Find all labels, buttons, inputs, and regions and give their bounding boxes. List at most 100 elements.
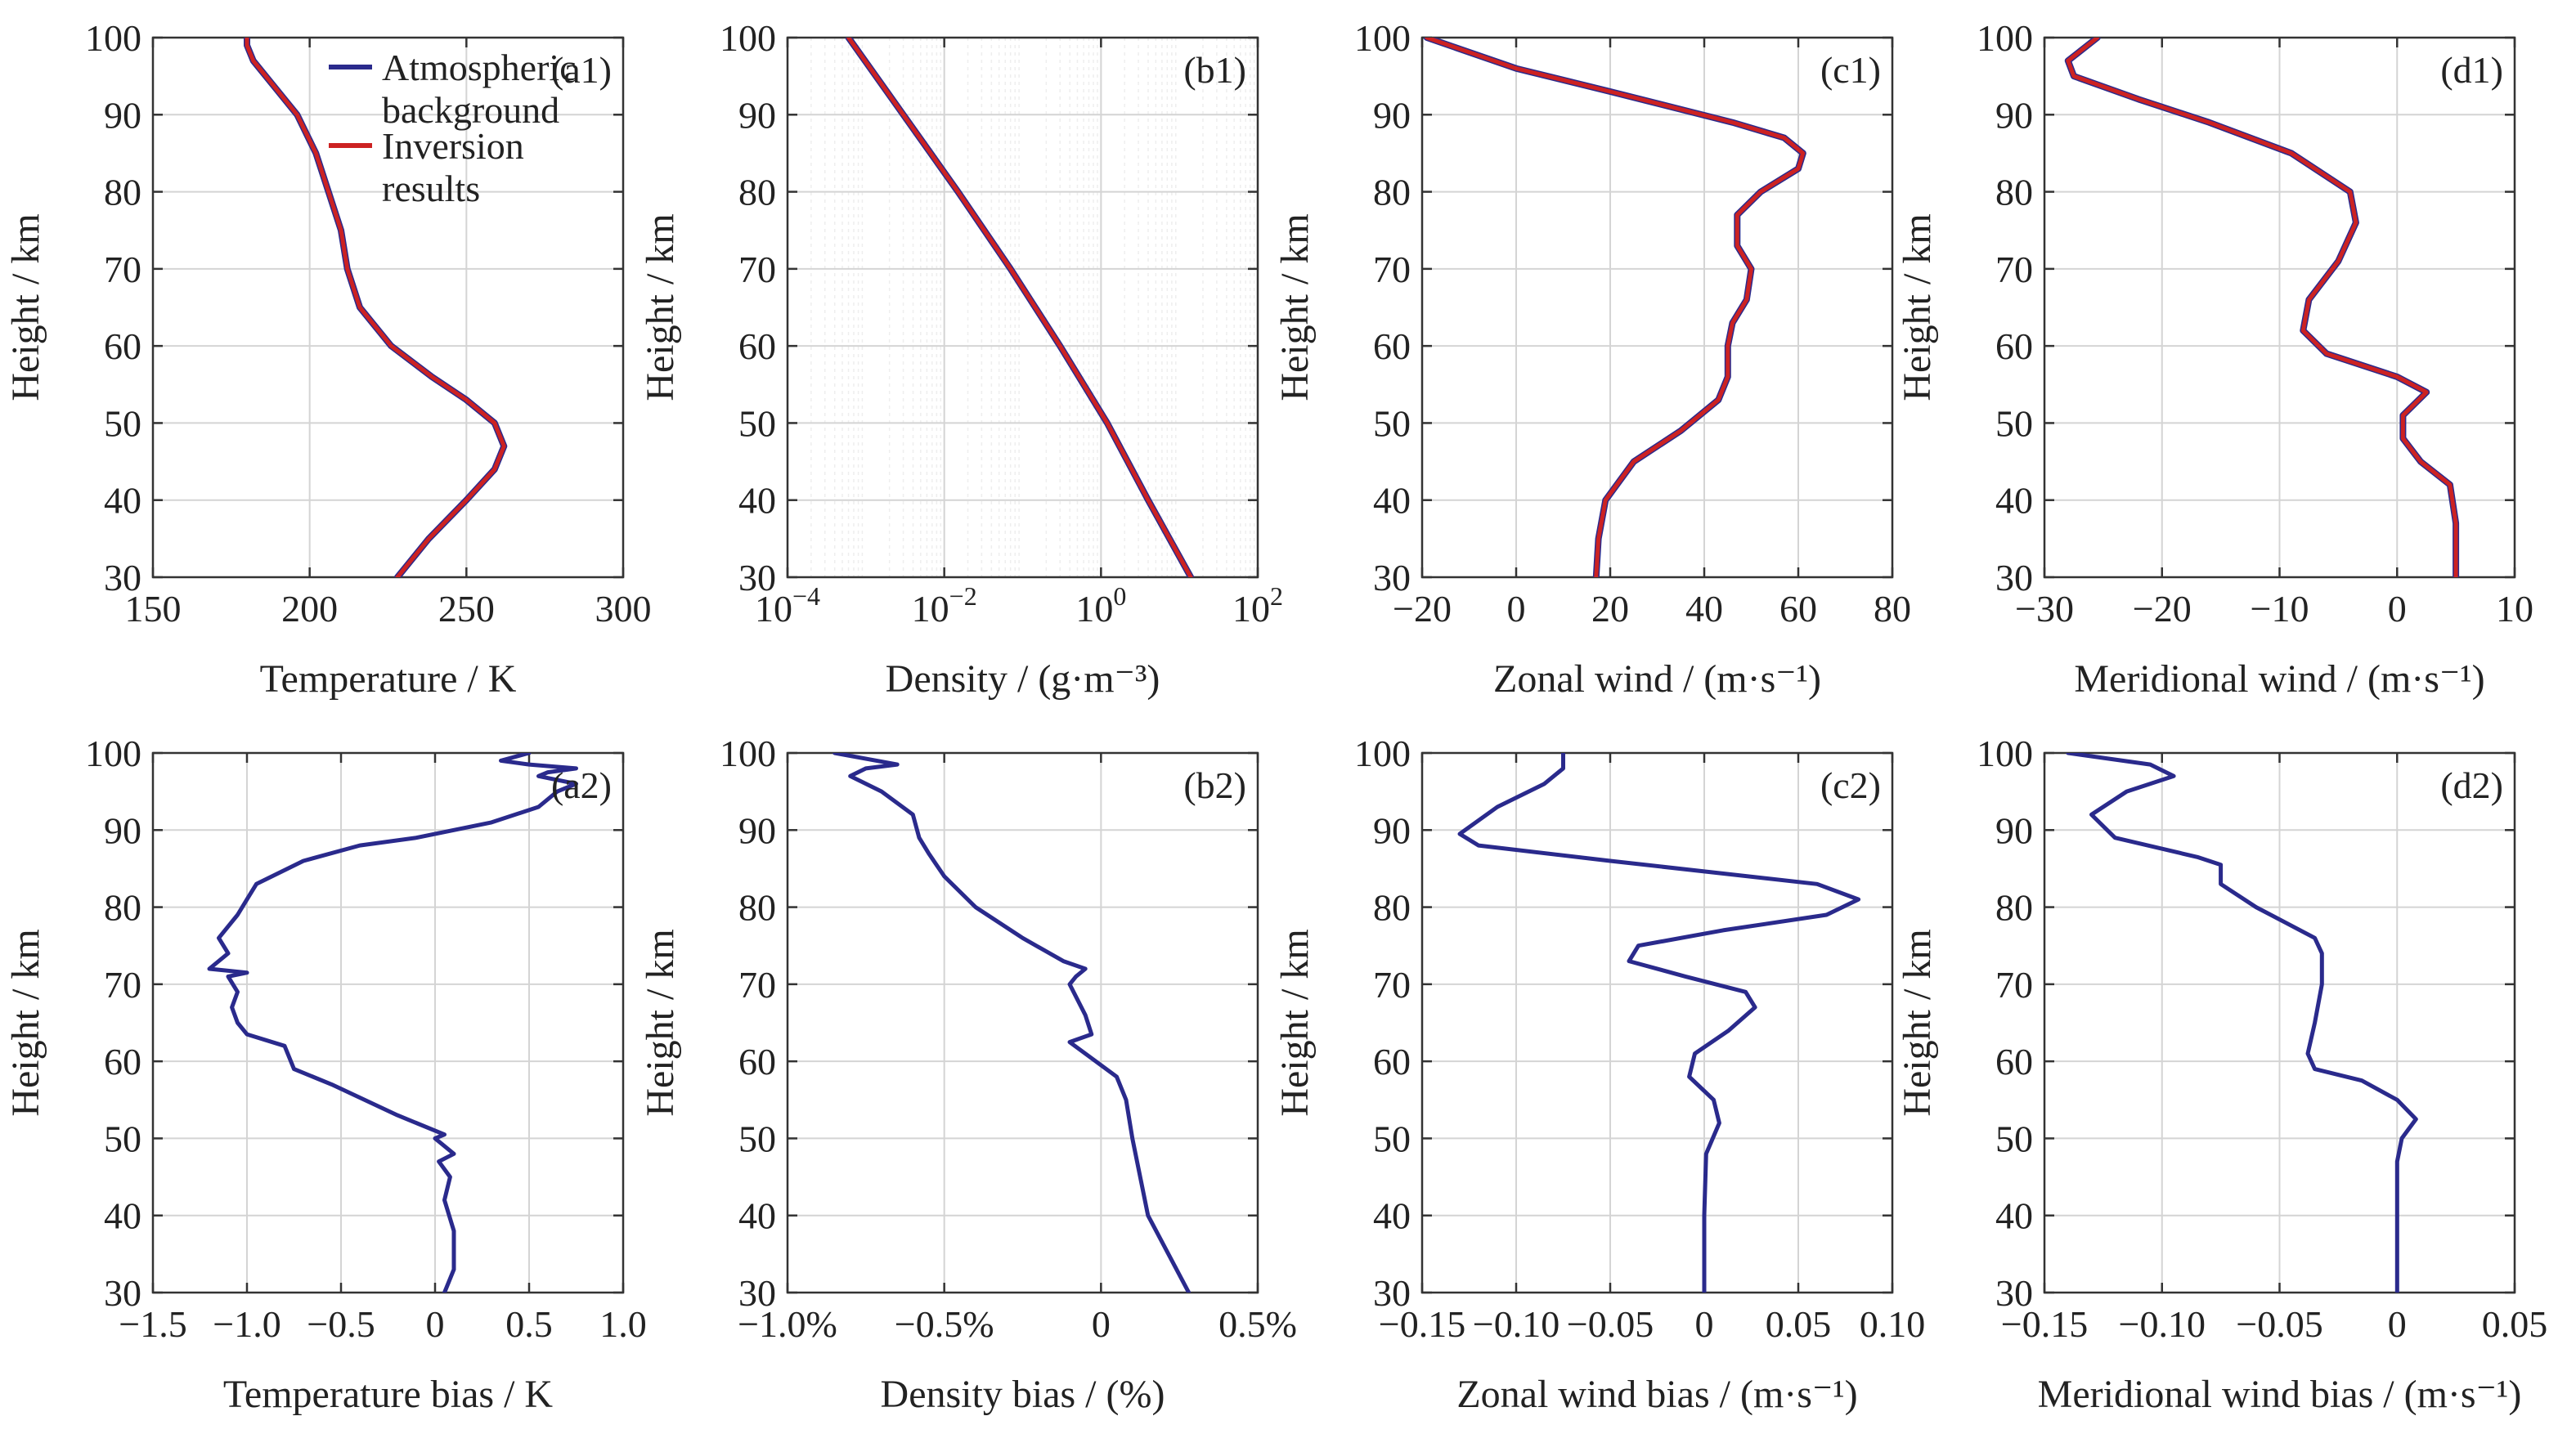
x-tick-label: 0 xyxy=(2388,1303,2407,1345)
x-tick-label: −0.10 xyxy=(2119,1303,2206,1345)
y-tick-label: 60 xyxy=(1995,325,2033,367)
y-tick-label: 90 xyxy=(738,94,776,136)
x-tick-label: 0.10 xyxy=(1860,1303,1926,1345)
y-axis-label: Height / km xyxy=(4,929,47,1116)
y-tick-label: 100 xyxy=(85,733,141,774)
y-tick-label: 60 xyxy=(104,1041,141,1082)
panel-a1: 150 200 250 300 30 40 50 60 70 80 90 100 Temperature… xyxy=(4,17,652,701)
x-axis-label: Temperature bias / K xyxy=(223,1373,553,1416)
panel-c2: −0.15 −0.10 −0.05 0 0.05 0.10 30 40 50 60 70 80 90 10… xyxy=(1273,733,1925,1416)
panel-d1: −30 −20 −10 0 10 30 40 50 60 70 80 90 100 Meridional … xyxy=(1896,17,2533,701)
x-tick-label: −1.0% xyxy=(738,1303,837,1345)
y-tick-label: 60 xyxy=(1373,1041,1411,1082)
x-tick-label: 0.5 xyxy=(505,1303,553,1345)
x-tick-label: 0.5% xyxy=(1218,1303,1297,1345)
y-tick-label: 50 xyxy=(738,1118,776,1159)
y-tick-label: 60 xyxy=(1373,325,1411,367)
y-tick-label: 60 xyxy=(738,325,776,367)
x-tick-label: −20 xyxy=(2133,588,2192,630)
legend-label: Atmospheric xyxy=(382,47,577,88)
panel-tag: (d1) xyxy=(2440,49,2503,91)
series-line-bias xyxy=(1457,753,1861,1293)
y-tick-label: 40 xyxy=(1373,480,1411,522)
y-tick-label: 60 xyxy=(738,1041,776,1082)
x-axis-label: Temperature / K xyxy=(260,657,517,701)
y-tick-label: 70 xyxy=(738,964,776,1006)
panel-tag: (a2) xyxy=(551,764,612,806)
y-tick-label: 80 xyxy=(1373,887,1411,929)
series-line-inversion xyxy=(245,38,506,577)
x-tick-label: 10−4 xyxy=(755,581,820,630)
y-tick-label: 80 xyxy=(738,887,776,929)
y-tick-label: 100 xyxy=(1354,17,1411,59)
plot-frame xyxy=(151,751,625,1294)
y-tick-label: 90 xyxy=(738,809,776,851)
series-line-inversion xyxy=(1425,38,1806,577)
y-tick-label: 40 xyxy=(738,1195,776,1237)
x-tick-label: −1.5 xyxy=(119,1303,186,1345)
x-tick-label: 150 xyxy=(125,588,182,630)
y-tick-label: 60 xyxy=(104,325,141,367)
x-tick-label: 20 xyxy=(1591,588,1629,630)
y-axis-label: Height / km xyxy=(639,929,682,1116)
y-tick-label: 40 xyxy=(104,1195,141,1237)
y-tick-label: 70 xyxy=(104,249,141,290)
y-tick-label: 70 xyxy=(104,964,141,1006)
y-tick-label: 70 xyxy=(1995,964,2033,1006)
x-tick-label: −0.5% xyxy=(895,1303,994,1345)
y-tick-label: 30 xyxy=(1995,557,2033,598)
y-tick-label: 40 xyxy=(738,480,776,522)
panel-b1: 10−4 10−2 100 102 30 40 50 60 70 80 90 100 Density /… xyxy=(639,17,1283,701)
x-tick-label: 0 xyxy=(1092,1303,1111,1345)
panel-d2: −0.15 −0.10 −0.05 0 0.05 30 40 50 60 70 80 90 100 Mer… xyxy=(1896,733,2547,1416)
x-axis-label: Zonal wind bias / (m·s⁻¹) xyxy=(1456,1373,1857,1416)
y-tick-label: 40 xyxy=(1995,1195,2033,1237)
y-tick-label: 30 xyxy=(1373,557,1411,598)
y-axis-label: Height / km xyxy=(1896,929,1939,1116)
series-line-bias xyxy=(207,753,578,1293)
y-tick-label: 90 xyxy=(104,94,141,136)
y-tick-label: 30 xyxy=(738,1272,776,1314)
y-tick-label: 100 xyxy=(85,17,141,59)
y-axis-label: Height / km xyxy=(1273,213,1317,401)
plot-frame xyxy=(786,751,1259,1294)
y-tick-label: 50 xyxy=(104,1118,141,1159)
panel-a2: −1.5 −1.0 −0.5 0 0.5 1.0 30 40 50 60 70 80 90 100 Temp… xyxy=(4,733,647,1416)
y-tick-label: 70 xyxy=(1995,249,2033,290)
x-axis-label: Zonal wind / (m·s⁻¹) xyxy=(1493,657,1821,701)
x-tick-label: 0 xyxy=(2388,588,2407,630)
x-tick-label: 40 xyxy=(1685,588,1723,630)
x-tick-label: 102 xyxy=(1232,581,1283,630)
y-tick-label: 80 xyxy=(104,172,141,213)
y-tick-label: 80 xyxy=(738,172,776,213)
x-tick-label: −0.15 xyxy=(1379,1303,1465,1345)
plot-frame xyxy=(1420,751,1894,1294)
legend-label: results xyxy=(382,168,480,209)
y-tick-label: 30 xyxy=(104,1272,141,1314)
legend-label: Inversion xyxy=(382,125,524,167)
x-tick-label: 0 xyxy=(1507,588,1526,630)
x-tick-label: 10 xyxy=(2496,588,2533,630)
y-tick-label: 100 xyxy=(720,733,776,774)
x-tick-label: −1.0 xyxy=(213,1303,280,1345)
x-tick-label: 80 xyxy=(1874,588,1911,630)
x-tick-label: 0 xyxy=(1695,1303,1714,1345)
y-axis-label: Height / km xyxy=(4,213,47,401)
y-tick-label: 50 xyxy=(1995,402,2033,444)
x-axis-label: Meridional wind bias / (m·s⁻¹) xyxy=(2038,1373,2522,1416)
x-axis-label: Density bias / (%) xyxy=(881,1373,1165,1416)
x-axis-label: Density / (g·m⁻³) xyxy=(886,657,1160,701)
y-tick-label: 30 xyxy=(1995,1272,2033,1314)
panel-tag: (c2) xyxy=(1820,764,1881,806)
x-tick-label: −20 xyxy=(1393,588,1452,630)
y-tick-label: 100 xyxy=(720,17,776,59)
panel-c1: −20 0 20 40 60 80 30 40 50 60 70 80 90 100 Zonal wind … xyxy=(1273,17,1911,701)
y-tick-label: 50 xyxy=(738,402,776,444)
series-line-bias xyxy=(2066,753,2418,1293)
y-tick-label: 80 xyxy=(1995,172,2033,213)
panel-b2: −1.0% −0.5% 0 0.5% 30 40 50 60 70 80 90 100 Density … xyxy=(639,733,1297,1416)
y-tick-label: 90 xyxy=(1995,809,2033,851)
y-tick-label: 90 xyxy=(1995,94,2033,136)
